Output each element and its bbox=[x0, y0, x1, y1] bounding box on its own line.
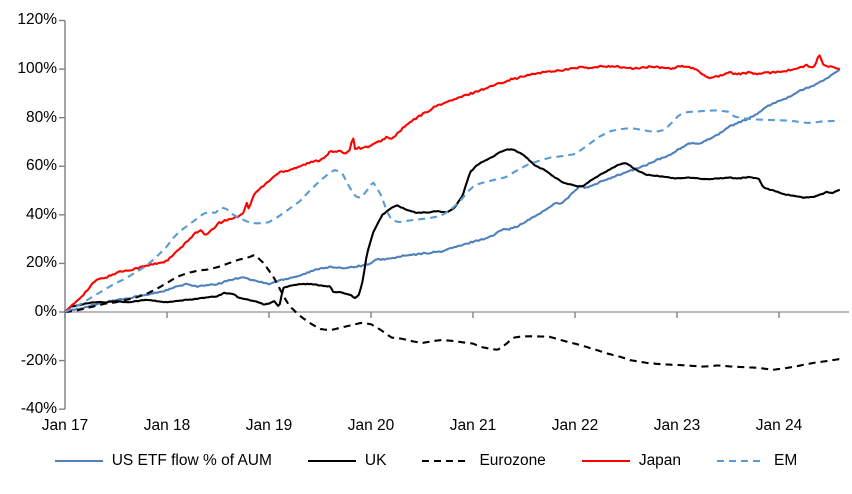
y-axis-label: 60% bbox=[25, 157, 57, 175]
y-axis-label: 120% bbox=[17, 11, 57, 29]
y-axis-label: 0% bbox=[34, 303, 57, 320]
legend-swatch-line bbox=[581, 459, 630, 463]
legend-label: EM bbox=[774, 452, 798, 469]
series-line-em bbox=[64, 109, 840, 313]
series-line-us-etf-flow-of-aum bbox=[64, 68, 841, 314]
series-line-eurozone bbox=[64, 254, 840, 371]
legend-swatch-line bbox=[307, 459, 356, 463]
x-axis-label: Jan 21 bbox=[449, 417, 497, 434]
series-line-uk bbox=[64, 148, 841, 313]
x-axis-label: Jan 18 bbox=[143, 417, 191, 434]
legend-swatch-line bbox=[422, 459, 471, 463]
y-axis-label: -40% bbox=[20, 400, 57, 418]
y-axis-label: 100% bbox=[17, 60, 57, 78]
legend-swatch-line bbox=[717, 459, 766, 463]
legend-swatch-line bbox=[54, 459, 103, 463]
legend-item-em: EM bbox=[717, 452, 797, 470]
legend-label: US ETF flow % of AUM bbox=[111, 452, 272, 469]
legend-item-eurozone: Eurozone bbox=[422, 452, 546, 470]
legend-item-japan: Japan bbox=[581, 452, 682, 470]
x-axis-label: Jan 19 bbox=[245, 417, 293, 434]
x-axis-label: Jan 22 bbox=[551, 417, 599, 434]
legend-item-uk: UK bbox=[307, 452, 387, 470]
series-line-japan bbox=[64, 54, 840, 313]
y-axis-label: 20% bbox=[25, 254, 57, 272]
legend-label: Eurozone bbox=[479, 452, 546, 469]
y-axis-label: 80% bbox=[25, 108, 57, 126]
x-axis-label: Jan 23 bbox=[653, 417, 701, 434]
x-axis-label: Jan 17 bbox=[41, 417, 89, 434]
legend-label: Japan bbox=[638, 452, 682, 469]
y-axis-label: -20% bbox=[20, 351, 57, 369]
y-axis-label: 40% bbox=[25, 205, 57, 223]
x-axis-label: Jan 24 bbox=[755, 417, 803, 434]
legend-label: UK bbox=[364, 452, 387, 469]
x-axis-label: Jan 20 bbox=[347, 417, 395, 434]
legend-item-us-etf-flow-of-aum: US ETF flow % of AUM bbox=[54, 452, 272, 470]
legend: US ETF flow % of AUM UK Eurozone Japan EM bbox=[0, 452, 852, 470]
